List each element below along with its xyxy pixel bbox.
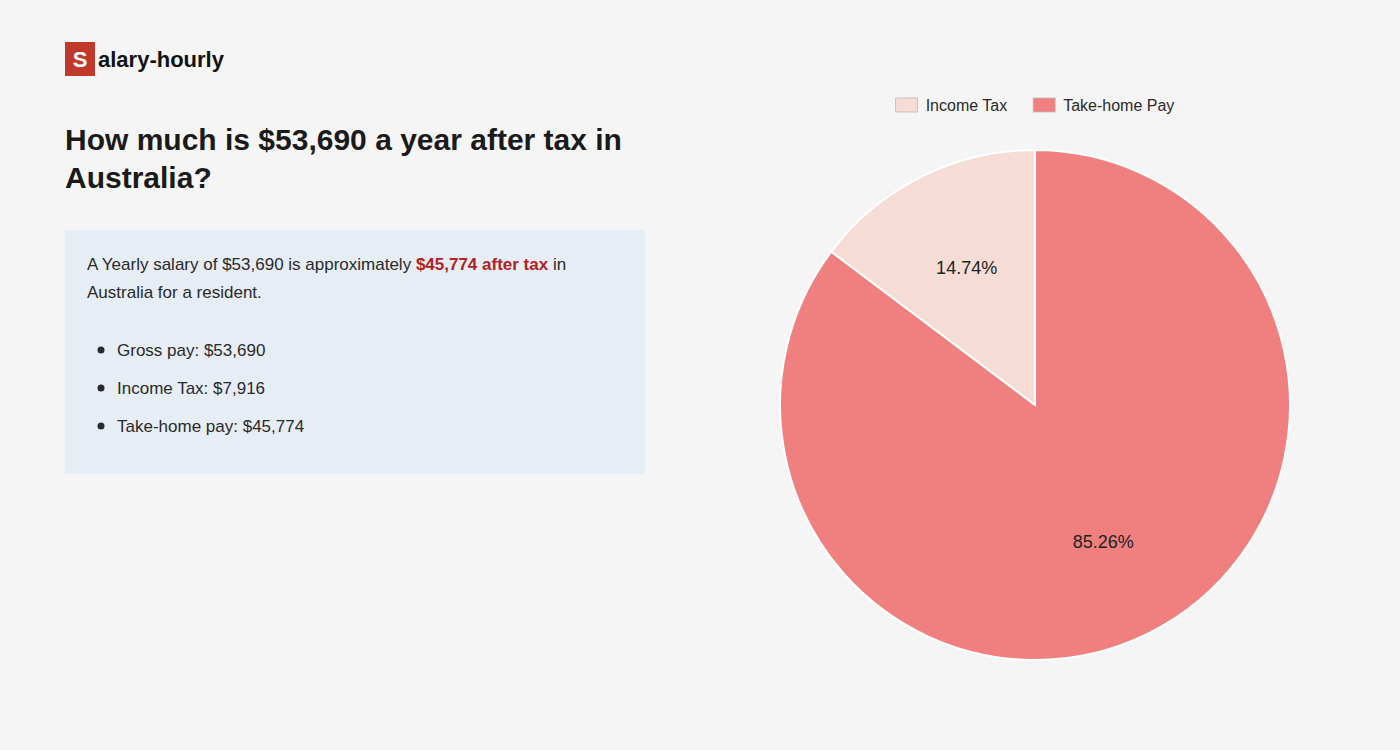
bullet-dot xyxy=(98,347,105,354)
legend-swatch xyxy=(896,98,918,112)
slices xyxy=(780,150,1290,660)
logo: Salary-hourly xyxy=(65,42,225,76)
legend-item: Take-home Pay xyxy=(1033,97,1174,114)
data-label: 85.26% xyxy=(1073,532,1134,552)
legend-label: Income Tax xyxy=(926,97,1008,114)
bullet-item: Income Tax: $7,916 xyxy=(117,379,265,398)
summary-line-part: Australia for a resident. xyxy=(87,283,262,302)
summary-line-part: in xyxy=(548,255,566,274)
logo-box xyxy=(65,42,95,76)
summary-line: A Yearly salary of $53,690 is approximat… xyxy=(87,255,566,274)
info-box-bg xyxy=(65,230,645,474)
pie-slice xyxy=(780,150,1290,660)
pie: 14.74% 85.26% xyxy=(780,150,1290,660)
legend-label: Take-home Pay xyxy=(1063,97,1174,114)
summary-line-part: $45,774 after tax xyxy=(416,255,549,274)
legend-swatch xyxy=(1033,98,1055,112)
bullet-dot xyxy=(98,423,105,430)
summary-line: Australia for a resident. xyxy=(87,283,262,302)
data-labels: 14.74% 85.26% xyxy=(936,258,1134,552)
bullet-item-part: Gross pay: $53,690 xyxy=(117,341,265,360)
legend: Income Tax Take-home Pay xyxy=(896,97,1175,114)
info-box: A Yearly salary of $53,690 is approximat… xyxy=(65,230,645,474)
summary-line-part: A Yearly salary of $53,690 is approximat… xyxy=(87,255,416,274)
chart: Salary-hourly How much is $53,690 a year … xyxy=(0,0,1400,750)
bullet-dot xyxy=(98,385,105,392)
logo-text: alary-hourly xyxy=(98,47,225,72)
legend-item: Income Tax xyxy=(896,97,1008,114)
data-label: 14.74% xyxy=(936,258,997,278)
title: How much is $53,690 a year after tax in … xyxy=(65,123,630,194)
bullet-item: Take-home pay: $45,774 xyxy=(117,417,304,436)
background xyxy=(0,0,1400,750)
bullet-item: Gross pay: $53,690 xyxy=(117,341,265,360)
bullet-item-part: Income Tax: $7,916 xyxy=(117,379,265,398)
logo-letter: S xyxy=(73,47,88,72)
bullet-item-part: Take-home pay: $45,774 xyxy=(117,417,304,436)
